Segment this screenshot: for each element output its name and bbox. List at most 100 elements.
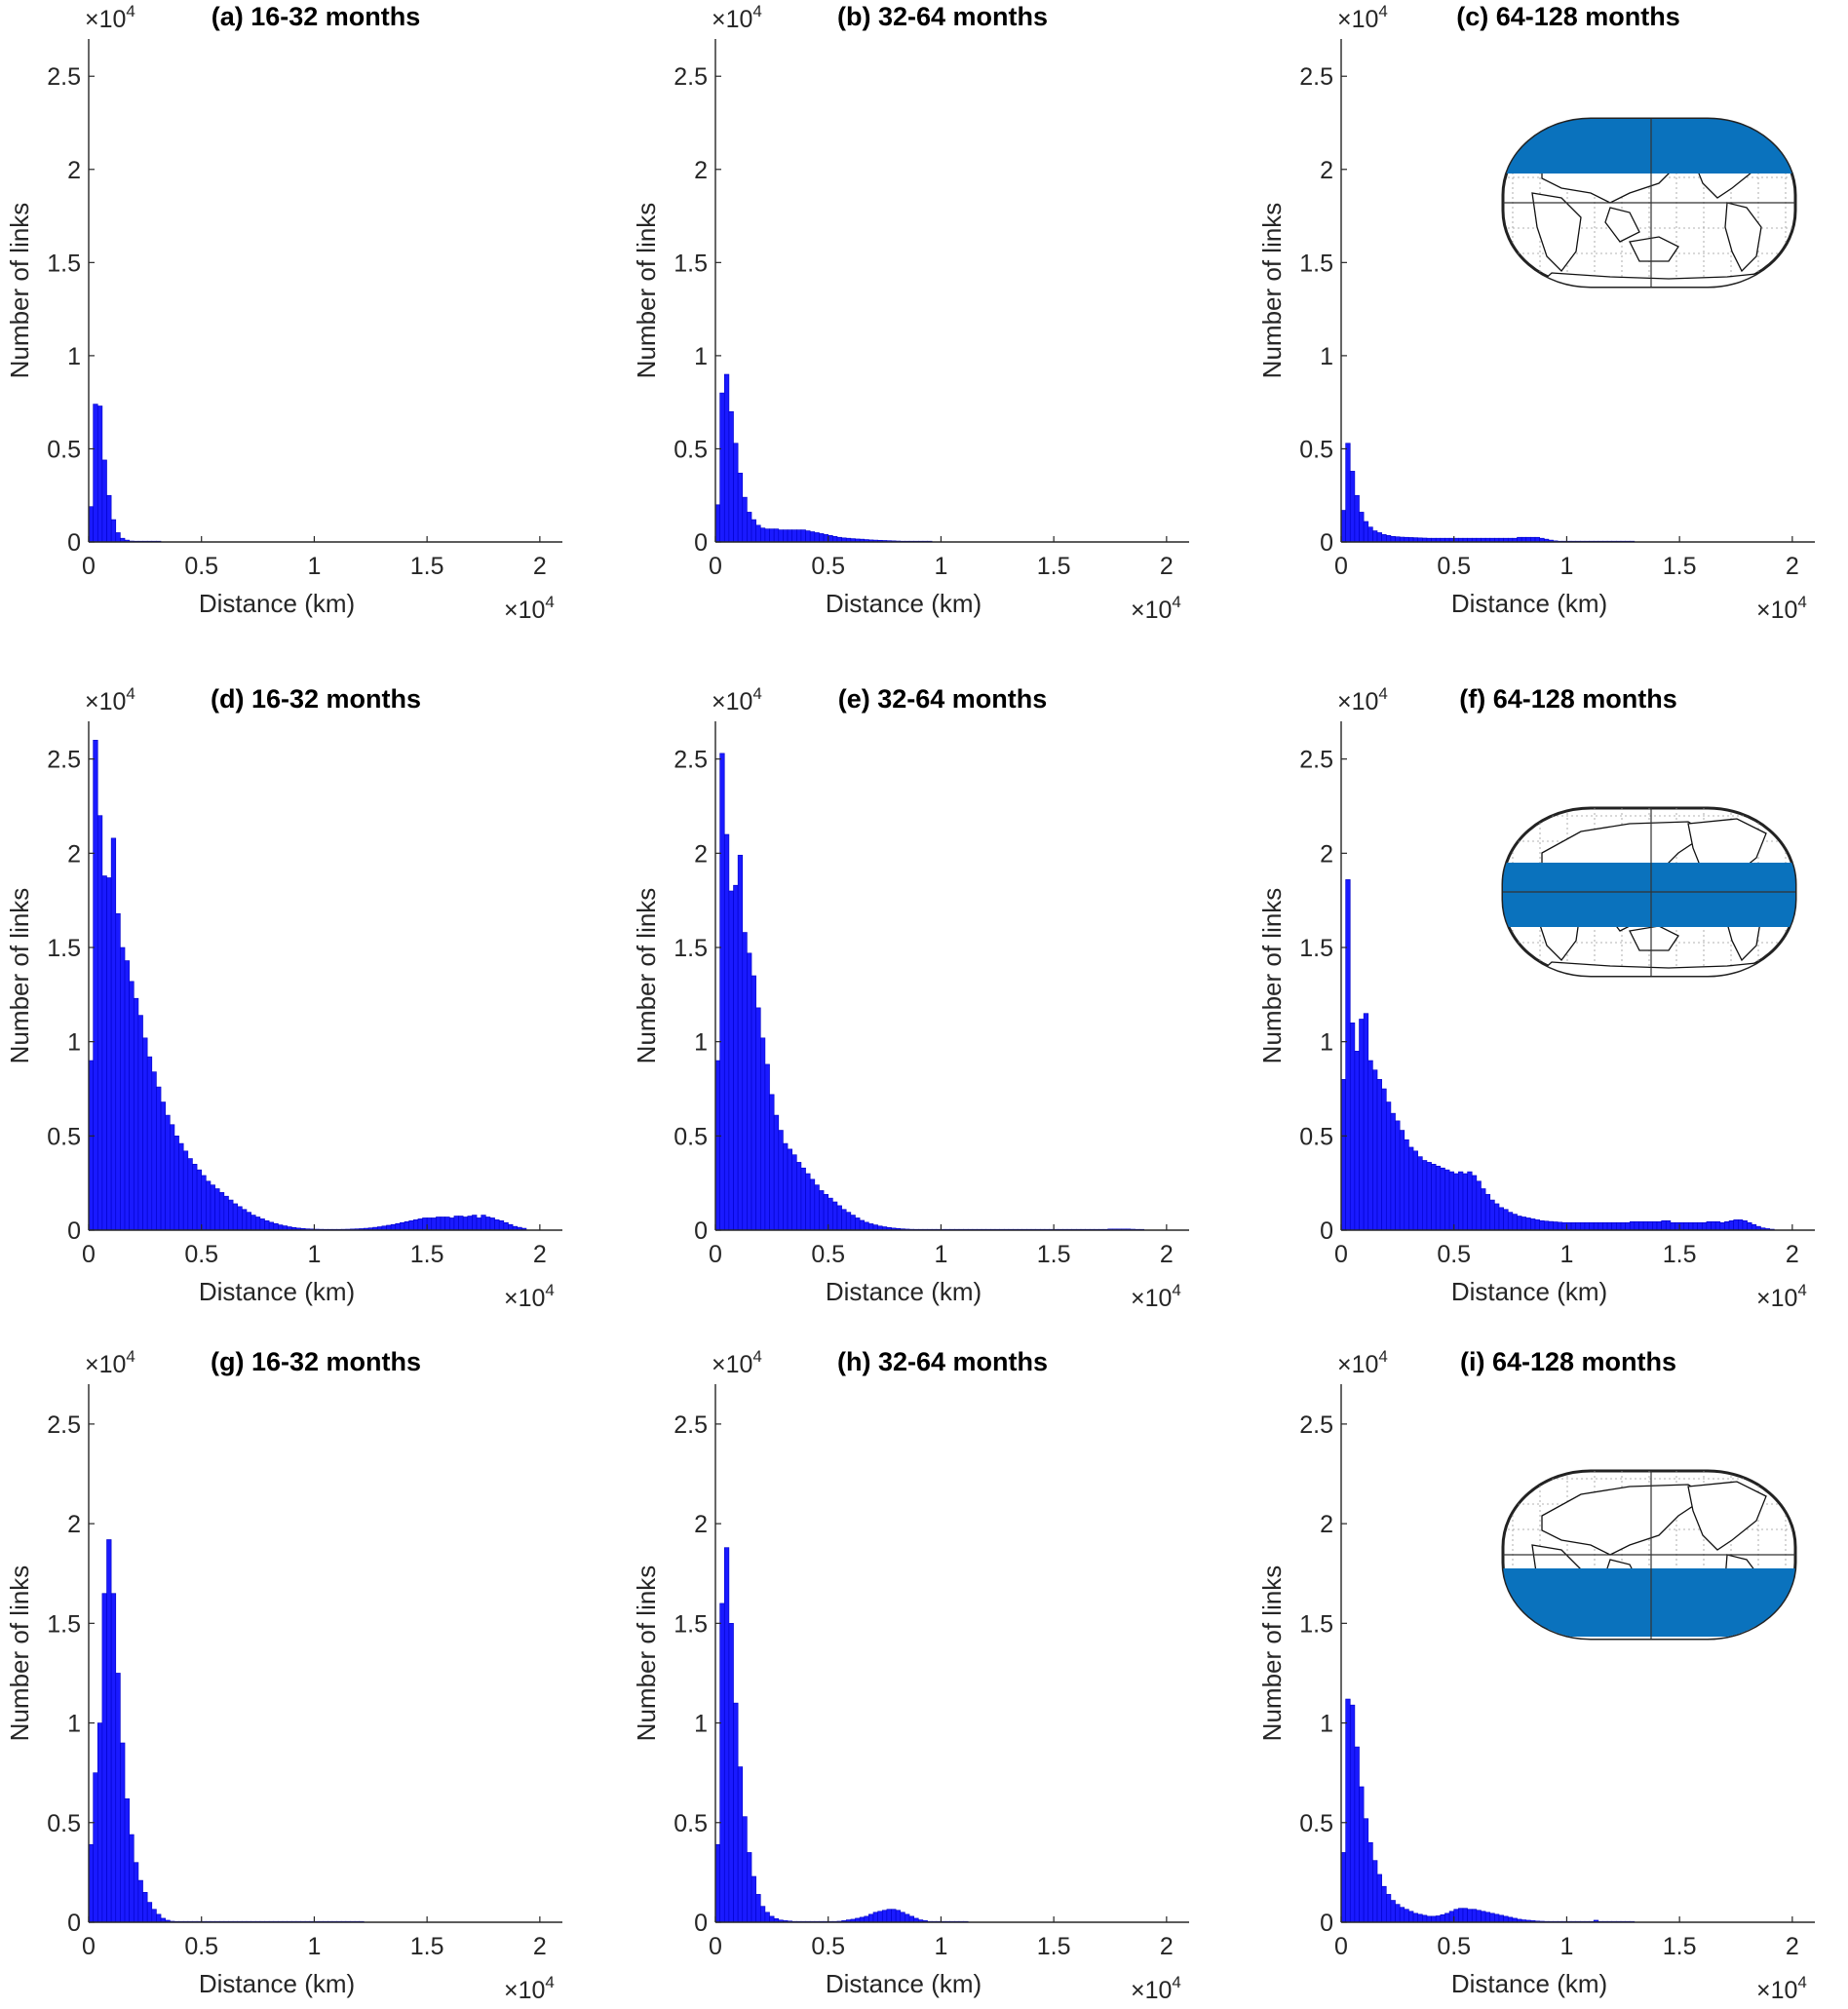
panel-d: 0 0.5 1 1.5 2 2.5 0 0.5 1 1.5 2 ×104 ×104 Distance (k… [5, 684, 562, 1312]
panel-h-x-label: Distance (km) [826, 1969, 982, 1998]
panel-h-bar [755, 1894, 761, 1923]
panel-i-bar [1489, 1912, 1495, 1923]
panel-i-bar [1345, 1698, 1351, 1923]
panel-d-bar [160, 1101, 166, 1231]
panel-d-y-tick-label: 2.5 [47, 747, 81, 774]
panel-f-bar [1462, 1173, 1468, 1231]
panel-c-bar [1354, 494, 1360, 543]
panel-d-bar [93, 740, 98, 1231]
panel-b-y-tick-label: 0.5 [674, 436, 708, 463]
panel-e-bar [742, 932, 748, 1231]
panel-g-bar [129, 1834, 135, 1923]
panel-h-bars [714, 1547, 969, 1923]
panel-f-bar [1566, 1221, 1572, 1231]
panel-g-bars [88, 1539, 365, 1923]
panel-h-bar [751, 1875, 756, 1923]
panel-i-y-tick-label: 2 [1320, 1511, 1333, 1538]
panel-i-bar [1372, 1860, 1378, 1923]
panel-c-y-tick-label: 1 [1320, 343, 1333, 370]
panel-c-y-multiplier: ×104 [1337, 2, 1388, 33]
panel-h-y-tick-label: 1 [694, 1711, 708, 1738]
panel-a-x-label: Distance (km) [199, 589, 355, 618]
panel-g-bar [137, 1879, 143, 1923]
panel-c-bar [1349, 471, 1356, 543]
panel-i-bar [1367, 1841, 1373, 1923]
panel-f-bar [1354, 1051, 1360, 1231]
panel-h: 0 0.5 1 1.5 2 2.5 0 0.5 1 1.5 2 ×104 ×104 Distance (k… [632, 1347, 1189, 2004]
panel-f-bar [1692, 1221, 1698, 1231]
panel-a-x-tick-label: 0 [82, 553, 96, 580]
panel-i-y-tick-label: 1 [1320, 1711, 1333, 1738]
panel-e-bar [864, 1221, 869, 1231]
panel-h-bar [886, 1909, 892, 1923]
panel-c-continent-4 [1629, 236, 1679, 262]
panel-c-bar [1534, 536, 1540, 543]
panel-i-y-tick-label: 0.5 [1299, 1810, 1333, 1837]
panel-f-bar [1539, 1220, 1545, 1231]
panel-b-bar [791, 529, 797, 543]
panel-d-bar [458, 1216, 464, 1231]
panel-g-x-tick-label: 1 [307, 1933, 321, 1960]
panel-d-bar [133, 997, 139, 1231]
panel-f-bar [1412, 1150, 1418, 1231]
panel-e-bar [737, 854, 744, 1231]
panel-f-bar [1476, 1180, 1482, 1231]
panel-c-bar [1404, 536, 1409, 543]
panel-f-x-tick-label: 1.5 [1663, 1241, 1697, 1268]
panel-i-highlighted-region [1503, 1568, 1795, 1637]
panel-d-bar [472, 1215, 478, 1231]
panel-b-bar [737, 472, 744, 543]
panel-i-bar [1363, 1818, 1369, 1923]
panel-i-x-tick-label: 1 [1559, 1933, 1573, 1960]
panel-h-bar [905, 1913, 910, 1923]
panel-d-bar [476, 1217, 481, 1231]
panel-i-y-tick-label: 2.5 [1299, 1411, 1333, 1439]
panel-h-bar [900, 1912, 905, 1923]
panel-i-bar [1494, 1913, 1500, 1923]
panel-c-x-tick-label: 0.5 [1437, 553, 1471, 580]
panel-e-bar [764, 1063, 770, 1231]
panel-b-bar [751, 519, 756, 543]
panel-c-bar [1521, 536, 1527, 543]
panel-f-bar [1372, 1069, 1378, 1231]
panel-f-bar [1489, 1199, 1495, 1231]
panel-i-bars [1340, 1698, 1636, 1923]
panel-d-bar [151, 1071, 157, 1231]
panel-f-bar [1381, 1088, 1387, 1231]
panel-d-bar [444, 1217, 450, 1231]
panel-c-bar [1376, 532, 1382, 543]
panel-e-x-tick-label: 2 [1160, 1241, 1174, 1268]
panel-e-y-tick-label: 2 [694, 840, 708, 868]
panel-f-bar [1584, 1221, 1590, 1231]
panel-i-bar [1467, 1909, 1473, 1923]
panel-d-bar [246, 1212, 251, 1231]
panel-d-bar [412, 1219, 419, 1231]
panel-d-bar [268, 1221, 275, 1231]
panel-c-bar [1372, 530, 1378, 543]
panel-d-bar [187, 1158, 193, 1231]
panel-f-title: (f) 64-128 months [1459, 684, 1677, 714]
panel-d-bar [129, 981, 135, 1231]
panel-d-bar [259, 1218, 265, 1231]
panel-c-y-tick-label: 1.5 [1299, 250, 1333, 277]
panel-f-bar [1570, 1221, 1576, 1231]
panel-d-bar [223, 1195, 229, 1231]
panel-i-bar [1476, 1910, 1482, 1923]
panel-f-y-tick-label: 0.5 [1299, 1123, 1333, 1150]
panel-h-y-tick-label: 2.5 [674, 1411, 708, 1439]
panel-c: 0 0.5 1 1.5 2 2.5 0 0.5 1 1.5 2 ×104 ×104 Distance (k… [1257, 2, 1815, 624]
panel-c-bar [1345, 443, 1351, 543]
panel-f-bar [1458, 1171, 1464, 1231]
panel-i-bar [1462, 1908, 1468, 1923]
panel-g-x-label: Distance (km) [199, 1969, 355, 1998]
panel-f-highlighted-region [1503, 863, 1795, 927]
panel-f-bar [1616, 1221, 1622, 1231]
panel-d-bar [440, 1217, 445, 1231]
panel-d-bar [264, 1220, 270, 1231]
panel-e-y-tick-label: 1 [694, 1029, 708, 1057]
panel-d-bar [481, 1215, 486, 1231]
panel-b-bar [787, 529, 792, 543]
panel-d-y-tick-label: 0.5 [47, 1123, 81, 1150]
panel-b-bar [796, 529, 802, 543]
panel-i-bar [1354, 1746, 1360, 1923]
